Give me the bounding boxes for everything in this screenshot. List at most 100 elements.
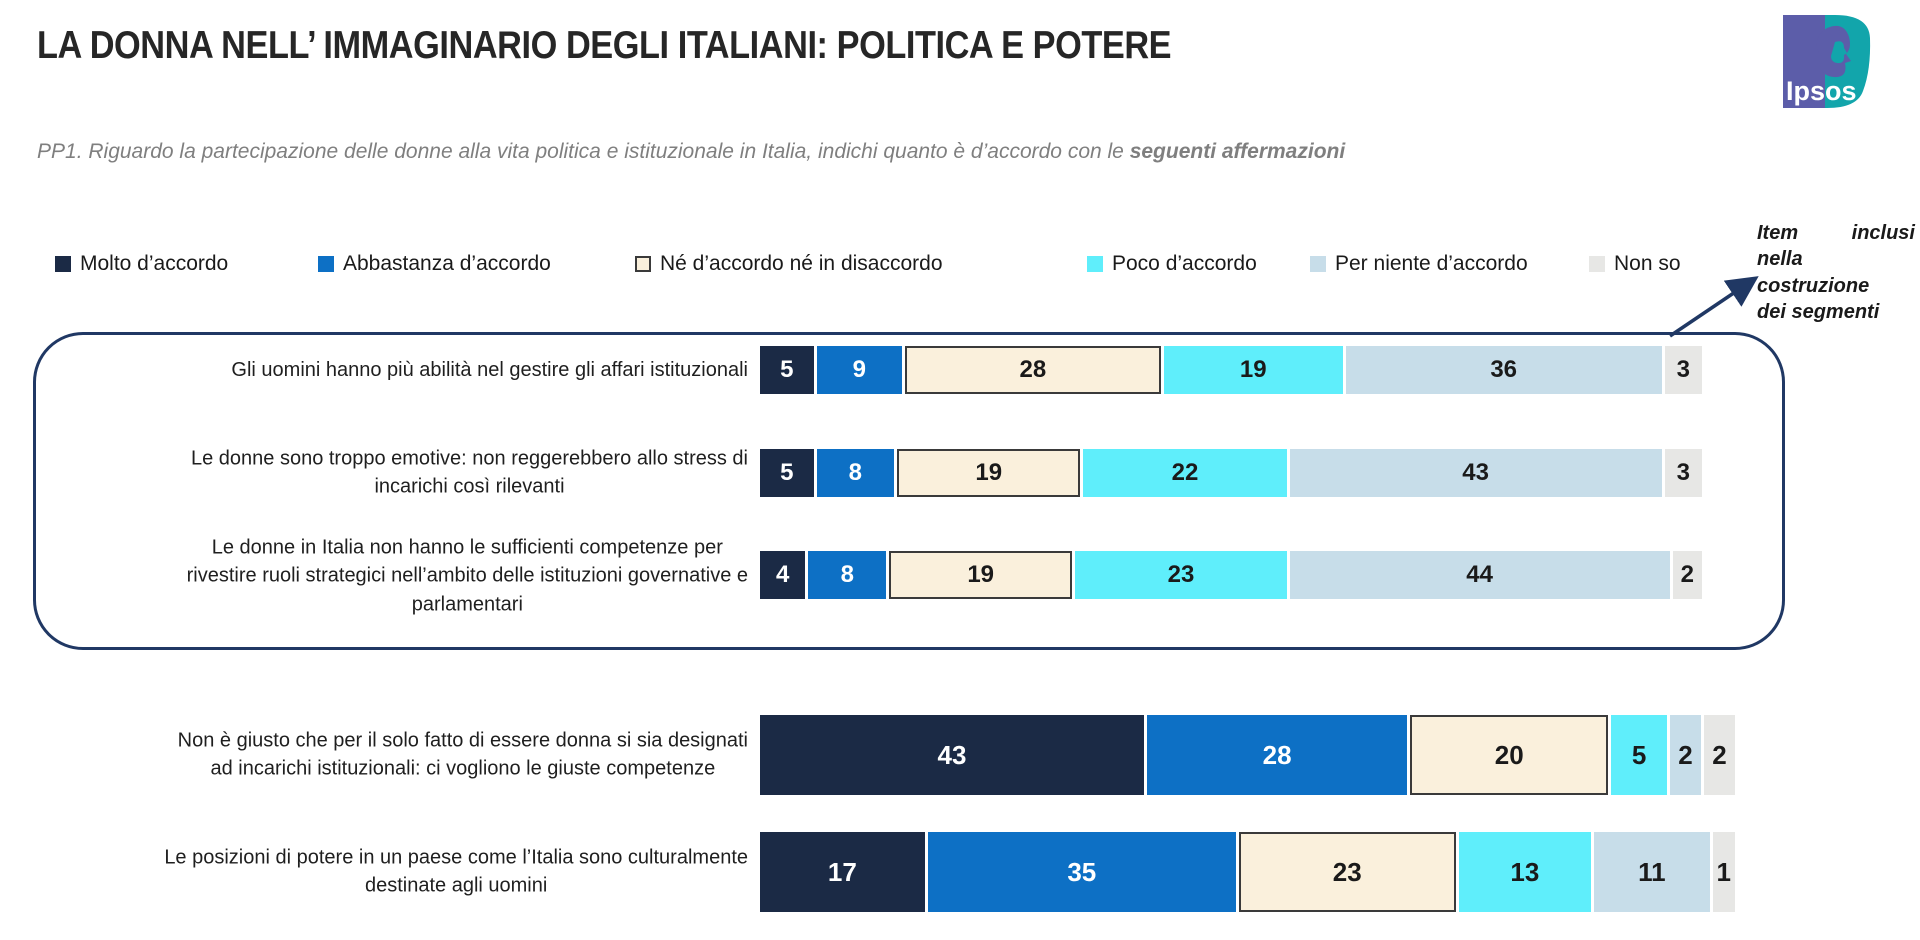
bar-segment: 2 (1670, 715, 1702, 795)
bar-segment: 1 (1712, 832, 1735, 912)
question-bold: seguenti affermazioni (1129, 140, 1346, 163)
segment-value: 20 (1494, 739, 1524, 770)
segment-value: 19 (967, 561, 995, 588)
legend-item-non-so: Non so (1589, 250, 1681, 278)
segment-value: 35 (1067, 856, 1097, 887)
legend-label: Per niente d’accordo (1335, 252, 1528, 275)
legend-label: Abbastanza d’accordo (343, 252, 551, 275)
segment-value: 28 (1019, 356, 1047, 383)
bar-segment: 4 (760, 551, 806, 599)
bar-segment: 13 (1458, 832, 1592, 912)
legend-label: Poco d’accordo (1112, 252, 1257, 275)
bar-row: 17 35 23 13 11 1 (760, 832, 1735, 912)
bar-segment: 5 (760, 346, 814, 394)
bar-segment: 3 (1664, 449, 1702, 497)
legend-item-ne-accordo: Né d’accordo né in disaccordo (635, 250, 943, 278)
segments-annotation: Item inclusi nella costruzione dei segme… (1757, 220, 1915, 326)
segment-value: 1 (1716, 856, 1731, 887)
legend-item-molto: Molto d’accordo (55, 250, 228, 278)
annotation-word: inclusi (1851, 222, 1915, 244)
bar-segment: 20 (1410, 715, 1609, 795)
segment-value: 17 (827, 856, 857, 887)
annotation-line: nella (1757, 248, 1803, 271)
row-label: Le donne in Italia non hanno le sufficie… (186, 536, 748, 616)
bar-segment: 5 (760, 449, 814, 497)
bar-segment: 22 (1083, 449, 1287, 497)
segment-value: 5 (780, 459, 794, 486)
bar-segment: 8 (808, 551, 887, 599)
bar-segment: 3 (1664, 346, 1702, 394)
bar-segment: 19 (897, 449, 1081, 497)
legend-item-per-niente: Per niente d’accordo (1310, 250, 1528, 278)
page-title: LA DONNA NELL’ IMMAGINARIO DEGLI ITALIAN… (37, 24, 1172, 67)
bar-segment: 17 (760, 832, 925, 912)
bar-segment: 9 (816, 346, 903, 394)
annotation-word: Item (1757, 222, 1799, 244)
legend-swatch-poco (1087, 256, 1103, 272)
segment-value: 8 (840, 561, 854, 588)
segment-value: 3 (1676, 356, 1690, 383)
segment-value: 2 (1712, 739, 1727, 770)
segment-value: 11 (1638, 856, 1666, 887)
segment-value: 2 (1680, 561, 1694, 588)
row-label: Gli uomini hanno più abilità nel gestire… (231, 358, 748, 381)
segment-value: 22 (1171, 459, 1199, 486)
legend-swatch-ne-accordo (635, 256, 651, 272)
legend-swatch-non-so (1589, 256, 1605, 272)
bar-segment: 2 (1704, 715, 1736, 795)
ipsos-logo-text: Ipsos (1786, 76, 1857, 106)
bar-segment: 36 (1345, 346, 1662, 394)
bar-segment: 11 (1594, 832, 1710, 912)
segment-value: 19 (1239, 356, 1267, 383)
segment-value: 23 (1332, 856, 1362, 887)
segment-value: 9 (852, 356, 866, 383)
question-prefix: PP1. Riguardo la partecipazione delle do… (37, 140, 1130, 163)
segment-value: 5 (1631, 739, 1647, 770)
bar-row: 4 8 19 23 44 2 (760, 551, 1702, 599)
bar-segment: 35 (927, 832, 1236, 912)
bar-segment: 43 (1289, 449, 1662, 497)
segment-value: 43 (1462, 459, 1489, 486)
bar-row: 5 8 19 22 43 3 (760, 449, 1702, 497)
segment-value: 36 (1490, 356, 1518, 383)
legend-label: Né d’accordo né in disaccordo (660, 252, 943, 275)
segment-value: 28 (1262, 739, 1292, 770)
bar-segment: 28 (1147, 715, 1408, 795)
bar-segment: 2 (1672, 551, 1702, 599)
legend-label: Molto d’accordo (80, 252, 229, 275)
bar-row: 5 9 28 19 36 3 (760, 346, 1702, 394)
segment-value: 43 (937, 739, 967, 770)
segment-value: 2 (1678, 739, 1693, 770)
bar-segment: 23 (1075, 551, 1287, 599)
segment-value: 23 (1167, 561, 1195, 588)
bar-segment: 23 (1238, 832, 1456, 912)
segment-value: 4 (776, 561, 790, 588)
annotation-line: dei segmenti (1757, 301, 1880, 324)
legend-swatch-molto (55, 256, 71, 272)
legend-item-abbastanza: Abbastanza d’accordo (318, 250, 551, 278)
segment-value: 19 (975, 459, 1003, 486)
segment-value: 8 (848, 459, 862, 486)
bar-segment: 28 (905, 346, 1161, 394)
row-label: Le donne sono troppo emotive: non regger… (190, 447, 748, 498)
legend-label: Non so (1614, 252, 1681, 275)
bar-segment: 43 (760, 715, 1145, 795)
annotation-line: costruzione (1757, 274, 1870, 297)
segment-value: 3 (1676, 459, 1690, 486)
legend-swatch-per-niente (1310, 256, 1326, 272)
annotation-arrow-icon (1669, 276, 1759, 338)
ipsos-logo: Ipsos (1777, 12, 1873, 112)
segment-box (33, 332, 1785, 650)
row-label: Le posizioni di potere in un paese come … (164, 846, 748, 897)
bar-row: 43 28 20 5 2 2 (760, 715, 1736, 795)
bar-segment: 5 (1611, 715, 1668, 795)
row-label: Non è giusto che per il solo fatto di es… (177, 729, 748, 780)
question-text: PP1. Riguardo la partecipazione delle do… (37, 140, 1637, 164)
bar-segment: 8 (816, 449, 895, 497)
segment-value: 5 (780, 356, 794, 383)
bar-segment: 19 (1163, 346, 1343, 394)
bar-segment: 44 (1289, 551, 1670, 599)
legend-swatch-abbastanza (318, 256, 334, 272)
segment-value: 13 (1510, 856, 1540, 887)
